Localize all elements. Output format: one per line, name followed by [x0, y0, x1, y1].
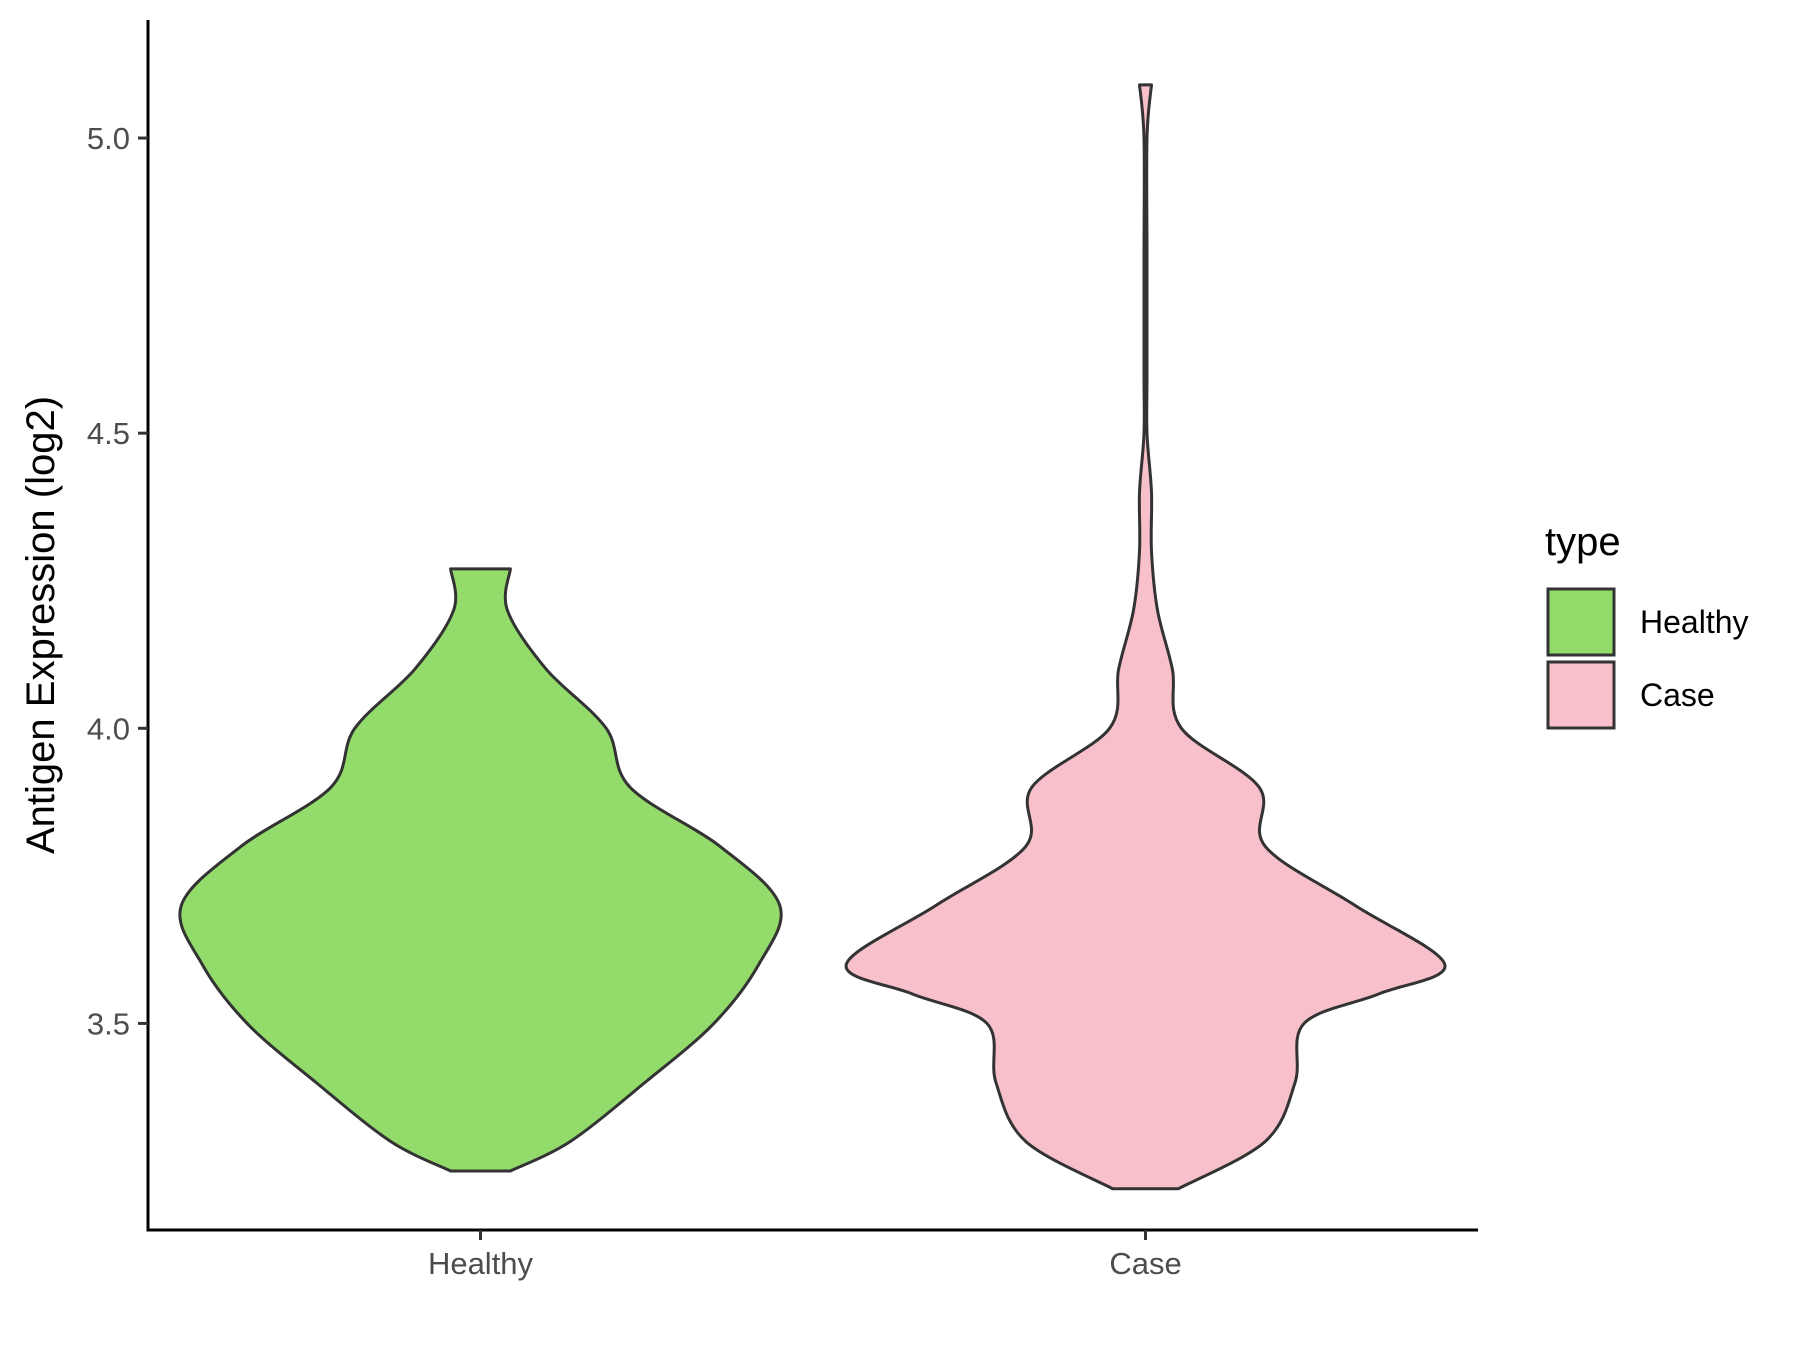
- legend-key-case: [1546, 660, 1616, 730]
- y-tick-label: 4.0: [87, 711, 130, 746]
- x-tick-label: Case: [1109, 1246, 1181, 1281]
- y-axis-title: Antigen Expression (log2): [19, 396, 63, 854]
- legend: type Healthy Case: [1545, 520, 1749, 730]
- legend-title: type: [1545, 520, 1621, 564]
- y-axis-ticks: 3.5 4.0 4.5 5.0: [87, 121, 148, 1041]
- violin-layer: [178, 83, 1447, 1191]
- legend-key-healthy: [1546, 587, 1616, 657]
- legend-label: Healthy: [1640, 604, 1749, 640]
- legend-label: Case: [1640, 677, 1715, 713]
- y-tick-label: 4.5: [87, 416, 130, 451]
- violin-healthy: [178, 567, 783, 1173]
- x-tick-label: Healthy: [428, 1246, 534, 1281]
- violin-case: [844, 83, 1447, 1191]
- x-axis-ticks: Healthy Case: [428, 1230, 1182, 1281]
- y-tick-label: 5.0: [87, 121, 130, 156]
- y-tick-label: 3.5: [87, 1006, 130, 1041]
